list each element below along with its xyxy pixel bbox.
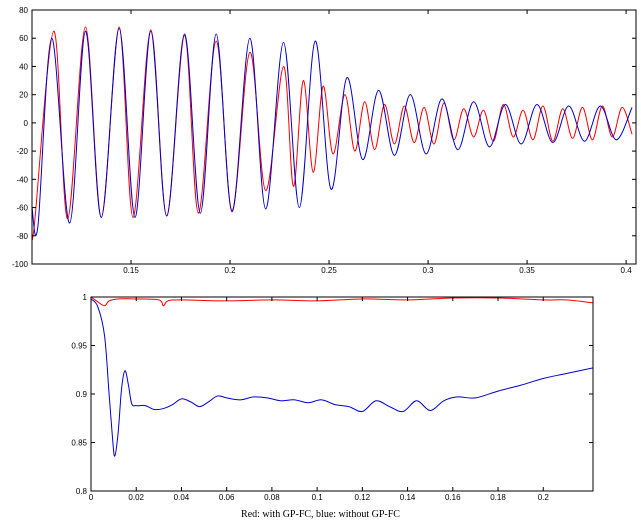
x-tick-label: 0.25 — [321, 266, 337, 275]
x-tick-label: 0.06 — [219, 493, 235, 502]
y-tick-label: 60 — [19, 34, 28, 43]
y-tick-label: 0.8 — [76, 487, 88, 496]
x-tick-label: 0.15 — [123, 266, 139, 275]
y-tick-label: -60 — [16, 204, 28, 213]
x-tick-label: 0.04 — [174, 493, 190, 502]
y-tick-label: 0 — [24, 119, 29, 128]
y-tick-label: 0.9 — [76, 390, 88, 399]
y-tick-label: -40 — [16, 175, 28, 184]
x-tick-label: 0.4 — [621, 266, 633, 275]
chart-2-series-red-line — [91, 297, 593, 307]
y-tick-label: 80 — [19, 6, 28, 15]
x-tick-label: 0.3 — [423, 266, 435, 275]
x-tick-label: 0.18 — [490, 493, 506, 502]
x-tick-label: 0 — [89, 493, 94, 502]
chart-1: 0.15 0.2 0.25 0.3 0.35 0.4 -100 -80 -60 -40 -20 0 20… — [12, 6, 637, 275]
y-tick-label: 0.95 — [71, 342, 87, 351]
x-tick-label: 0.16 — [445, 493, 461, 502]
chart-2-axes-frame — [90, 296, 594, 492]
figure-caption: Red: with GP-FC, blue: without GP-FC — [241, 509, 400, 520]
chart-1-series-blue-line — [32, 27, 633, 236]
y-tick-label: -100 — [12, 260, 29, 269]
x-tick-label: 0.2 — [538, 493, 550, 502]
x-tick-label: 0.08 — [264, 493, 280, 502]
y-tick-label: 20 — [19, 91, 28, 100]
x-tick-label: 0.1 — [312, 493, 324, 502]
x-tick-label: 0.2 — [224, 266, 236, 275]
x-tick-label: 0.35 — [519, 266, 535, 275]
y-tick-label: -80 — [16, 232, 28, 241]
y-tick-label: 0.85 — [71, 439, 87, 448]
x-tick-label: 0.14 — [400, 493, 416, 502]
chart-2-series-blue-line — [91, 298, 593, 457]
chart-2: 0 0.02 0.04 0.06 0.08 0.1 0.12 0.14 0.16 0.18 0.2 0… — [71, 293, 594, 502]
chart-1-axes-frame — [31, 9, 637, 265]
y-tick-label: -20 — [16, 147, 28, 156]
chart-1-series-red-line — [32, 26, 633, 241]
y-tick-label: 40 — [19, 62, 28, 71]
y-tick-label: 1 — [83, 293, 88, 302]
x-tick-label: 0.02 — [128, 493, 144, 502]
x-tick-label: 0.12 — [355, 493, 371, 502]
